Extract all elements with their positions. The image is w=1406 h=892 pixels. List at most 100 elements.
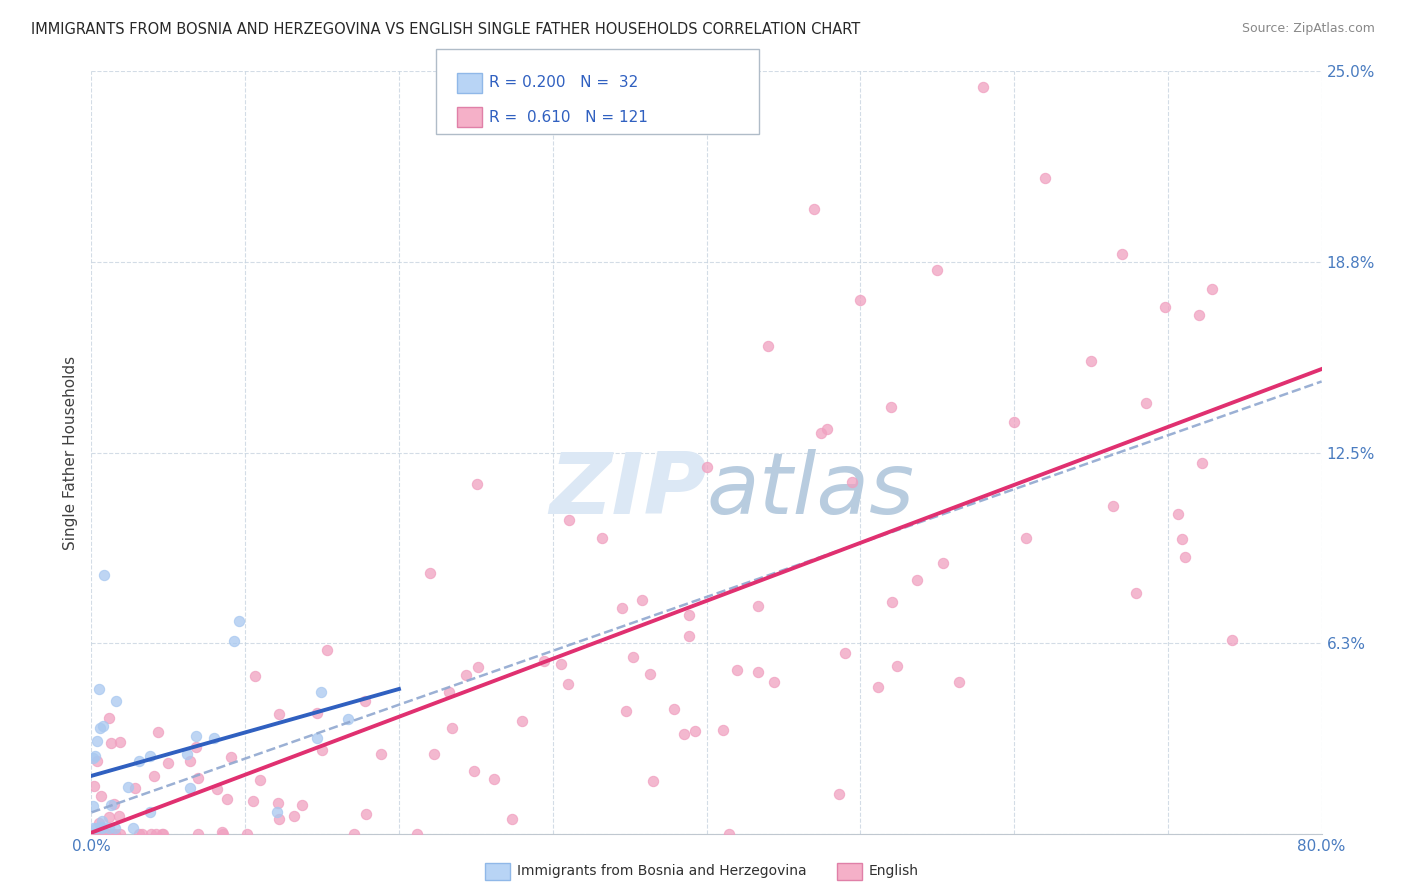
Point: [803, 202, 825, 216]
Point: [83, 827, 105, 841]
Point: [440, 721, 463, 735]
Point: [269, 706, 291, 721]
Point: [834, 646, 856, 660]
Point: [249, 772, 271, 787]
Point: [236, 827, 259, 841]
Text: Source: ZipAtlas.com: Source: ZipAtlas.com: [1241, 22, 1375, 36]
Text: IMMIGRANTS FROM BOSNIA AND HERZEGOVINA VS ENGLISH SINGLE FATHER HOUSEHOLDS CORRE: IMMIGRANTS FROM BOSNIA AND HERZEGOVINA V…: [31, 22, 860, 37]
Point: [717, 827, 740, 841]
Point: [678, 608, 700, 623]
Point: [139, 827, 162, 841]
Point: [533, 654, 555, 668]
Point: [662, 702, 685, 716]
Text: R = 0.200   N =  32: R = 0.200 N = 32: [489, 76, 638, 90]
Point: [810, 426, 832, 441]
Point: [82, 751, 104, 765]
Point: [103, 797, 125, 812]
Point: [1191, 456, 1213, 470]
Point: [422, 747, 444, 761]
Point: [747, 599, 769, 613]
Point: [612, 600, 634, 615]
Point: [465, 476, 488, 491]
Point: [557, 676, 579, 690]
Point: [558, 513, 581, 527]
Point: [93, 567, 115, 582]
Point: [419, 566, 441, 581]
Point: [1102, 499, 1125, 513]
Point: [1135, 396, 1157, 410]
Point: [510, 714, 533, 728]
Point: [211, 825, 233, 839]
Point: [179, 755, 201, 769]
Point: [1033, 171, 1056, 186]
Point: [849, 293, 872, 307]
Point: [762, 674, 785, 689]
Point: [756, 339, 779, 353]
Point: [215, 792, 238, 806]
Point: [104, 821, 127, 835]
Point: [678, 629, 700, 643]
Point: [142, 769, 165, 783]
Point: [100, 736, 122, 750]
Point: [354, 694, 377, 708]
Point: [1201, 282, 1223, 296]
Point: [90, 820, 112, 834]
Point: [187, 771, 209, 785]
Point: [354, 806, 377, 821]
Point: [100, 798, 122, 813]
Point: [614, 704, 637, 718]
Point: [463, 764, 485, 779]
Point: [139, 805, 162, 819]
Point: [307, 731, 329, 745]
Point: [205, 782, 228, 797]
Point: [101, 827, 124, 841]
Point: [96, 827, 118, 841]
Point: [84, 748, 107, 763]
Point: [87, 815, 110, 830]
Point: [638, 667, 661, 681]
Point: [157, 756, 180, 770]
Point: [128, 754, 150, 768]
Point: [696, 459, 718, 474]
Point: [242, 794, 264, 808]
Point: [1167, 507, 1189, 521]
Point: [267, 797, 290, 811]
Point: [84, 821, 107, 835]
Point: [1015, 531, 1038, 545]
Point: [882, 595, 904, 609]
Point: [841, 475, 863, 490]
Point: [1154, 300, 1177, 314]
Point: [176, 747, 198, 762]
Point: [152, 827, 174, 841]
Point: [711, 723, 734, 737]
Point: [550, 657, 572, 671]
Point: [97, 711, 120, 725]
Point: [82, 821, 104, 835]
Point: [89, 827, 111, 841]
Point: [948, 674, 970, 689]
Y-axis label: Single Father Households: Single Father Households: [63, 356, 79, 549]
Point: [309, 685, 332, 699]
Point: [184, 729, 207, 743]
Point: [98, 827, 121, 841]
Point: [685, 724, 707, 739]
Point: [150, 827, 173, 841]
Point: [86, 733, 108, 747]
Point: [747, 665, 769, 680]
Point: [128, 827, 150, 841]
Point: [311, 743, 333, 757]
Point: [228, 614, 250, 628]
Point: [672, 727, 695, 741]
Point: [467, 660, 489, 674]
Point: [932, 556, 955, 570]
Point: [108, 735, 131, 749]
Point: [406, 827, 429, 841]
Point: [184, 740, 207, 755]
Point: [337, 712, 360, 726]
Point: [97, 821, 120, 835]
Point: [880, 400, 903, 414]
Point: [139, 748, 162, 763]
Point: [641, 774, 664, 789]
Point: [107, 809, 129, 823]
Point: [222, 633, 245, 648]
